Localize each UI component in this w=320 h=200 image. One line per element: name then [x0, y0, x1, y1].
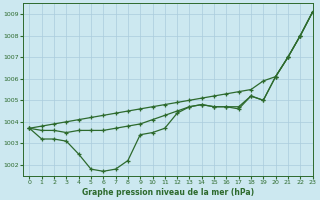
- X-axis label: Graphe pression niveau de la mer (hPa): Graphe pression niveau de la mer (hPa): [82, 188, 254, 197]
